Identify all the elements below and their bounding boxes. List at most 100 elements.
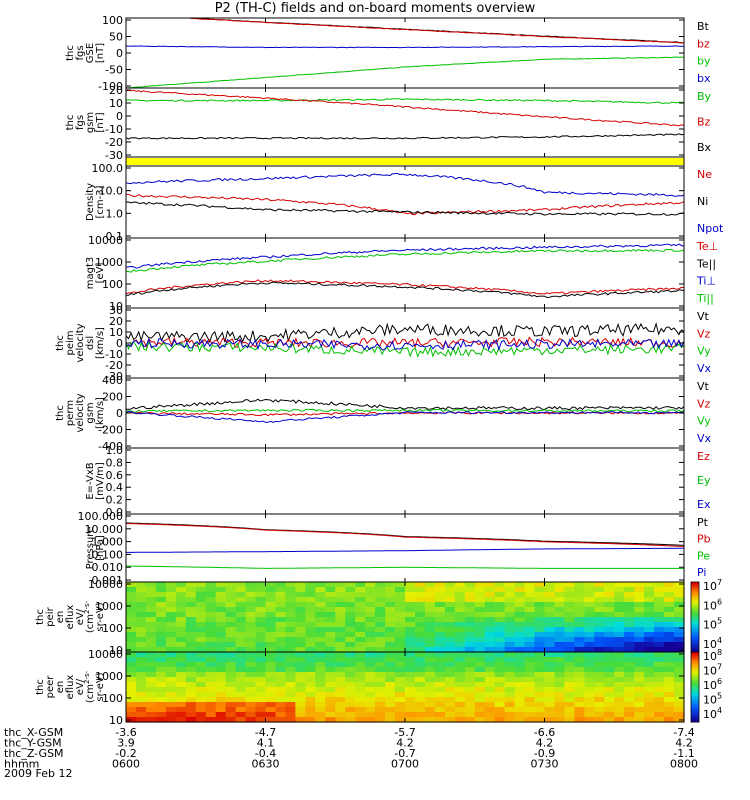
heatmap-cell (285, 637, 296, 643)
heatmap-cell (584, 607, 595, 613)
y-axis-label: thc peim velocity dsl [km/s] (55, 323, 106, 362)
y-axis-label-line: eflux (65, 605, 76, 630)
heatmap-cell (654, 667, 665, 673)
heatmap-cell (524, 592, 536, 598)
series-line-pressure-Pi (126, 547, 684, 553)
heatmap-cell (355, 687, 366, 693)
heatmap-cell (644, 607, 655, 613)
heatmap-cell (345, 587, 356, 593)
colorbar-swatch (691, 670, 699, 674)
heatmap-cell (175, 682, 187, 688)
heatmap-cell (245, 682, 257, 688)
colorbar-swatch (691, 614, 699, 618)
heatmap-cell (594, 582, 605, 588)
heatmap-cell (325, 672, 336, 678)
heatmap-cell (544, 622, 556, 628)
heatmap-cell (454, 702, 466, 708)
heatmap-cell (295, 692, 306, 698)
heatmap-cell (634, 627, 645, 633)
heatmap-cell (405, 672, 416, 678)
heatmap-cell (225, 712, 237, 718)
heatmap-cell (345, 607, 356, 613)
heatmap-cell (484, 677, 496, 683)
heatmap-cell (405, 617, 416, 623)
heatmap-cell (494, 582, 506, 588)
heatmap-cell (544, 647, 556, 653)
heatmap-cell (126, 687, 137, 693)
heatmap-cell (215, 607, 227, 613)
heatmap-cell (126, 642, 137, 648)
heatmap-cell (415, 687, 426, 693)
heatmap-cell (554, 597, 566, 603)
heatmap-cell (544, 597, 556, 603)
heatmap-cell (385, 672, 396, 678)
heatmap-cell (614, 582, 625, 588)
heatmap-cell (514, 707, 526, 713)
heatmap-cell (614, 627, 625, 633)
heatmap-cell (415, 612, 426, 618)
heatmap-cell (664, 617, 675, 623)
y-tick-label: 1000 (95, 670, 123, 683)
heatmap-cell (444, 692, 456, 698)
heatmap-cell (345, 667, 356, 673)
heatmap-cell (155, 687, 167, 693)
heatmap-cell (664, 677, 675, 683)
y-tick-label: 0.0 (106, 506, 124, 519)
heatmap-cell (494, 697, 506, 703)
heatmap-cell (255, 682, 267, 688)
heatmap-cell (195, 707, 207, 713)
heatmap-cell (136, 612, 147, 618)
heatmap-cell (584, 672, 595, 678)
colorbar-swatch (691, 663, 699, 667)
heatmap-cell (434, 682, 446, 688)
heatmap-cell (335, 652, 346, 658)
heatmap-cell (624, 597, 635, 603)
heatmap-cell (245, 712, 257, 718)
heatmap-cell (345, 692, 356, 698)
heatmap-cell (195, 627, 207, 633)
heatmap-cell (205, 617, 217, 623)
heatmap-cell (136, 707, 147, 713)
heatmap-cell (444, 597, 456, 603)
heatmap-cell (514, 632, 526, 638)
heatmap-cell (554, 682, 566, 688)
heatmap-cell (375, 607, 386, 613)
colorbar-swatch (691, 631, 699, 634)
series-line-fgs-gsm-By (125, 98, 685, 104)
heatmap-cell (634, 637, 645, 643)
heatmap-cell (444, 632, 456, 638)
heatmap-cell (524, 602, 536, 608)
heatmap-cell (524, 607, 536, 613)
heatmap-cell (235, 607, 247, 613)
heatmap-cell (444, 662, 456, 668)
heatmap-cell (195, 692, 207, 698)
heatmap-cell (644, 687, 655, 693)
y-tick-label: 20 (109, 84, 123, 97)
colorbar-swatch (691, 593, 699, 597)
heatmap-cell (255, 637, 267, 643)
heatmap-cell (444, 697, 456, 703)
heatmap-cell (415, 712, 426, 718)
heatmap-cell (355, 647, 366, 653)
heatmap-cell (614, 712, 625, 718)
heatmap-cell (155, 662, 167, 668)
heatmap-cell (405, 632, 416, 638)
heatmap-cell (484, 692, 496, 698)
heatmap-cell (574, 697, 585, 703)
heatmap-cell (554, 602, 566, 608)
heatmap-cell (674, 617, 685, 623)
heatmap-cell (365, 712, 376, 718)
heatmap-cell (434, 697, 446, 703)
heatmap-cell (225, 627, 237, 633)
heatmap-cell (145, 647, 157, 653)
heatmap-cell (365, 582, 376, 588)
heatmap-cell (136, 607, 147, 613)
heatmap-cell (185, 682, 197, 688)
heatmap-cell (614, 652, 625, 658)
y-axis-label-line: (cm2-s- (83, 600, 96, 633)
heatmap-cell (265, 632, 277, 638)
colorbar-swatch (691, 677, 699, 681)
heatmap-cell (215, 637, 227, 643)
heatmap-cell (654, 717, 665, 723)
heatmap-cell (674, 707, 685, 713)
